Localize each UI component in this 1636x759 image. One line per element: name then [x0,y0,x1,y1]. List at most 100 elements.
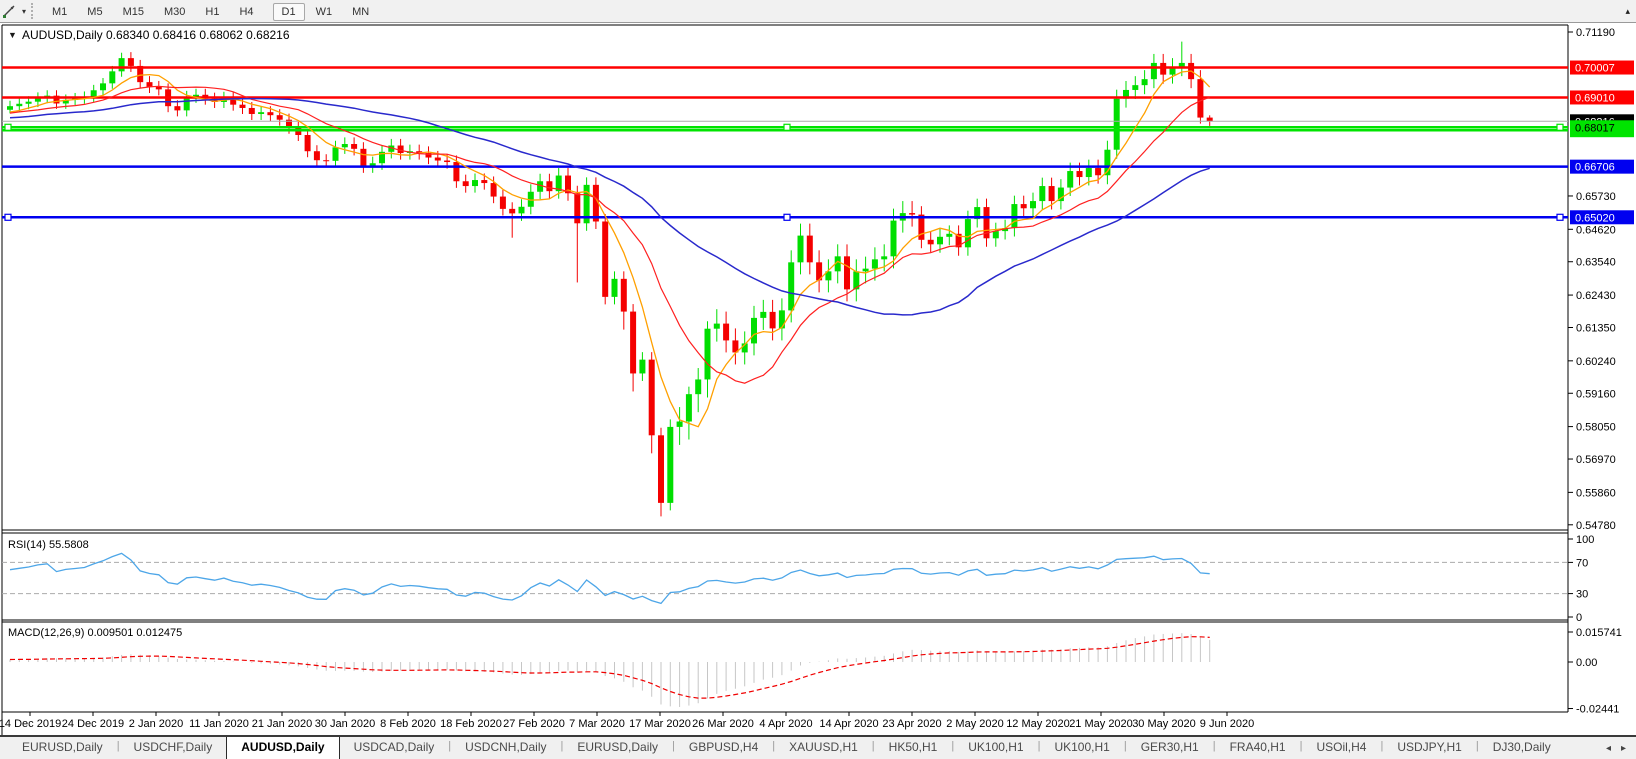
tab-separator: | [1299,740,1303,752]
timeframe-button-d1[interactable]: D1 [272,3,305,21]
tab-separator: | [1475,740,1479,752]
chart-tab-bar: EURUSD,Daily | USDCHF,Daily AUDUSD,Daily USD… [0,735,1636,759]
date-tick-label: 14 Dec 2019 [0,718,61,730]
price-tick-label: 0.56970 [1576,454,1616,466]
medium-ma [9,85,1210,384]
date-tick-label: 9 Jun 2020 [1200,718,1254,730]
tab-separator: | [672,740,675,752]
support-line-065020-handle[interactable] [1556,213,1564,221]
chart-tab-audusd-daily[interactable]: AUDUSD,Daily [226,737,340,759]
chart-tab-eurusd-daily[interactable]: EURUSD,Daily [577,740,659,754]
chart-tab-uk100-h1[interactable]: UK100,H1 [1054,740,1110,754]
chart-tab-ger30-h1[interactable]: GER30,H1 [1140,740,1199,754]
date-tick-label: 30 May 2020 [1132,718,1196,730]
chart-title-row: ▼ AUDUSD,Daily 0.68340 0.68416 0.68062 0.… [8,28,290,42]
slow-ma [9,97,1210,316]
timeframe-button-m15[interactable]: M15 [122,6,144,18]
chart-tab-eurusd-daily[interactable]: EURUSD,Daily [22,740,103,754]
moving-averages [9,70,1211,428]
tab-scroll-arrows: ◂ ▸ [1606,737,1636,759]
tab-separator: | [1212,740,1216,752]
chart-tab-usdcnh-daily[interactable]: USDCNH,Daily [465,740,547,754]
timeframe-button-h1[interactable]: H1 [205,6,220,18]
price-tick-label: 0.59160 [1576,388,1616,400]
date-tick-label: 23 Apr 2020 [882,718,941,730]
tab-separator: | [1380,740,1384,752]
tab-separator: | [1037,740,1041,752]
timeframe-button-m1[interactable]: M1 [52,6,68,18]
date-tick-label: 14 Apr 2020 [819,718,878,730]
price-tick-label: 0.63540 [1576,257,1616,269]
timeframe-buttons: M1 M5 M15 M30 H1 H4 D1 W1 MN [42,2,379,21]
tab-separator: | [448,740,452,752]
support-line-068017-handle[interactable] [4,123,12,131]
date-tick-label: 11 Jan 2020 [189,718,249,730]
chart-title: AUDUSD,Daily 0.68340 0.68416 0.68062 0.6… [22,28,290,42]
chart-tab-usoil-h4[interactable]: USOil,H4 [1316,740,1367,754]
toolbar-overflow-icon[interactable]: ▴ [1625,5,1630,16]
chart-tab-fra40-h1[interactable]: FRA40,H1 [1229,740,1286,754]
timeframe-button-w1[interactable]: W1 [315,6,333,18]
support-line-065020-handle[interactable] [783,213,791,221]
chart-tab-xauusd-h1[interactable]: XAUUSD,H1 [789,740,858,754]
tab-separator: | [871,740,875,752]
rsi-pane: 100 70 30 0 RSI(14) 55.5808 [2,534,1594,624]
timeframe-button-mn[interactable]: MN [352,6,370,18]
support-line-068017-handle[interactable] [783,123,791,131]
date-tick-label: 21 May 2020 [1069,718,1133,730]
tab-separator: | [116,740,120,752]
chevron-down-icon[interactable]: ▾ [22,6,27,16]
macd-tick-label: 0.015741 [1576,627,1622,639]
price-tick-label: 0.71190 [1576,27,1615,39]
support-line-068017-price-label: 0.68017 [1575,122,1615,134]
tab-scroll-left-icon[interactable]: ◂ [1605,742,1611,754]
date-axis: 14 Dec 2019 24 Dec 2019 2 Jan 2020 11 Jan 2… [0,712,1254,730]
timeframe-button-h4[interactable]: H4 [239,6,254,18]
tab-separator: | [772,740,776,752]
support-line-065020-price-label: 0.65020 [1575,212,1615,224]
support-line-068017-handle[interactable] [1556,123,1564,131]
chart-tab-uk100-h1[interactable]: UK100,H1 [968,740,1024,754]
tab-separator: | [951,740,955,752]
tab-separator: | [560,740,564,752]
date-tick-label: 21 Jan 2020 [252,718,313,730]
timeframe-button-m5[interactable]: M5 [87,6,103,18]
chart-tab-usdjpy-h1[interactable]: USDJPY,H1 [1397,740,1462,754]
chart-tab-gbpusd-h4[interactable]: GBPUSD,H4 [688,740,759,754]
price-tick-label: 0.62430 [1576,290,1616,302]
price-tick-label: 0.54780 [1576,520,1616,532]
macd-label: MACD(12,26,9) 0.009501 0.012475 [8,627,182,639]
support-line-065020-handle[interactable] [4,213,12,221]
tab-scroll-right-icon[interactable]: ▸ [1620,742,1626,754]
rsi-tick-label: 70 [1576,557,1588,569]
toolbar-grip-handle[interactable] [31,3,36,19]
symbol-dropdown-icon[interactable]: ▼ [8,30,17,40]
price-tick-label: 0.60240 [1576,356,1616,368]
chart-tab-hk50-h1[interactable]: HK50,H1 [888,740,938,754]
date-tick-label: 7 Mar 2020 [569,718,625,730]
chart-tab-dj30-daily[interactable]: DJ30,Daily [1492,740,1551,754]
date-tick-label: 8 Feb 2020 [380,718,436,730]
timeframe-button-m30[interactable]: M30 [163,6,186,18]
fast-ma [9,70,1211,428]
price-tick-label: 0.64620 [1576,224,1616,236]
macd-signal-line [9,636,1210,699]
rsi-line [9,552,1210,605]
date-tick-label: 2 May 2020 [946,718,1003,730]
rsi-tick-label: 30 [1576,589,1588,601]
rsi-tick-label: 0 [1576,612,1582,624]
timeframe-toolbar: ▾ M1 M5 M15 M30 H1 H4 D1 W1 MN ▴ [0,0,1636,23]
date-tick-label: 26 Mar 2020 [692,718,754,730]
trendline-cursor-icon[interactable] [0,3,20,19]
horizontal-line-objects [2,66,1568,221]
price-tick-label: 0.58050 [1576,422,1616,434]
price-tick-label: 0.65730 [1576,191,1616,203]
date-tick-label: 12 May 2020 [1006,718,1070,730]
date-tick-label: 17 Mar 2020 [629,718,691,730]
chart-tab-usdchf-daily[interactable]: USDCHF,Daily [133,740,213,754]
macd-pane: 0.015741 0.00 -0.02441 MACD(12,26,9) 0.0095… [8,627,1622,716]
chart-tab-usdcad-daily[interactable]: USDCAD,Daily [353,740,435,754]
price-tick-label: 0.61350 [1576,322,1616,334]
